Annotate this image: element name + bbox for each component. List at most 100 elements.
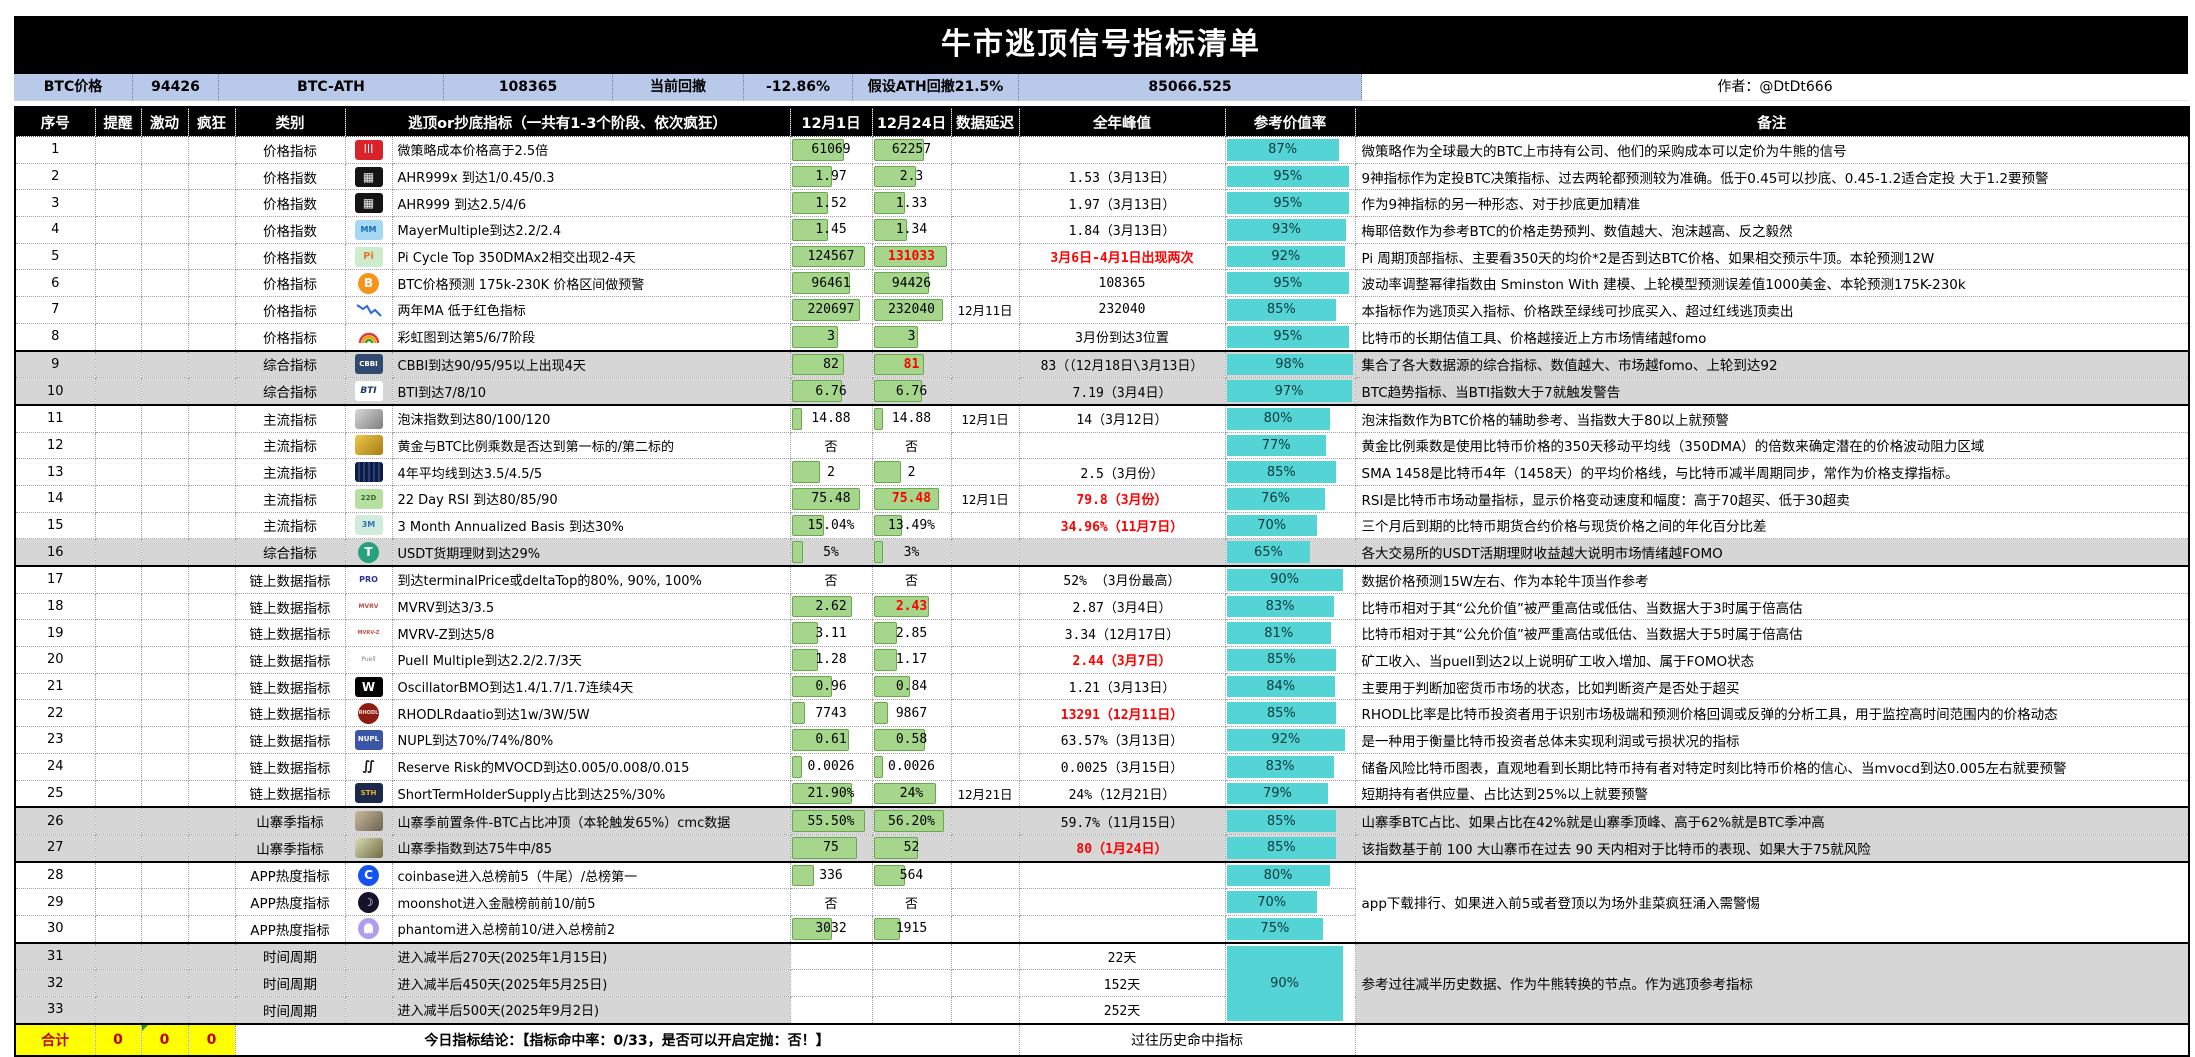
dec1-value-cell[interactable]: 21.90% <box>789 779 873 808</box>
row-number-cell[interactable]: 26 <box>14 806 96 835</box>
reference-rate-cell[interactable]: 85% <box>1224 646 1356 674</box>
dec24-value-cell[interactable]: 94426 <box>871 269 952 298</box>
dec1-value-cell[interactable]: 2.62 <box>789 592 873 621</box>
excited-cell[interactable] <box>140 672 189 701</box>
row-number-cell[interactable]: 13 <box>14 458 96 486</box>
excited-cell[interactable] <box>140 726 189 754</box>
excited-cell[interactable] <box>140 995 189 1025</box>
indicator-name-cell[interactable]: 到达terminalPrice或deltaTop的80%, 90%, 100% <box>391 564 791 594</box>
dec1-value-cell[interactable]: 3 <box>789 322 873 352</box>
year-peak-cell[interactable]: 7.19（3月4日） <box>1018 377 1226 406</box>
row-number-cell[interactable]: 8 <box>14 322 96 352</box>
remark-cell[interactable]: 储备风险比特币图表，直观地看到长期比特币持有者对特定时刻比特币价格的信心、当mv… <box>1354 752 2190 781</box>
remind-cell[interactable] <box>94 162 142 191</box>
excited-cell[interactable] <box>140 269 189 298</box>
data-delay-cell[interactable] <box>950 564 1020 594</box>
year-peak-cell[interactable]: 3月份到达3位置 <box>1018 322 1226 352</box>
crazy-cell[interactable] <box>187 189 236 218</box>
indicator-name-cell[interactable]: 进入减半后270天(2025年1月15日) <box>391 941 791 971</box>
category-cell[interactable]: 链上数据指标 <box>234 592 346 621</box>
dec24-value-cell[interactable]: 0.58 <box>871 726 952 754</box>
dec1-value-cell[interactable]: 1.52 <box>789 189 873 218</box>
year-peak-cell[interactable]: 1.97（3月13日） <box>1018 189 1226 218</box>
category-cell[interactable]: 综合指标 <box>234 538 346 567</box>
col-header-crazy[interactable]: 疯狂 <box>187 106 236 137</box>
dec24-value-cell[interactable]: 0.0026 <box>871 752 952 781</box>
crazy-cell[interactable] <box>187 216 236 244</box>
remind-cell[interactable] <box>94 296 142 324</box>
crazy-count[interactable]: 0 <box>187 1022 236 1057</box>
excited-cell[interactable] <box>140 377 189 406</box>
row-number-cell[interactable]: 14 <box>14 484 96 513</box>
indicator-icon-cell[interactable]: Pi <box>344 242 393 271</box>
year-peak-cell[interactable]: 83（（12月18日\3月13日） <box>1018 349 1226 379</box>
remark-cell[interactable]: 作为9神指标的另一种形态、对于抄底更加精准 <box>1354 189 2190 218</box>
indicator-name-cell[interactable]: coinbase进入总榜前5（牛尾）/总榜第一 <box>391 860 791 890</box>
excited-cell[interactable] <box>140 458 189 486</box>
data-delay-cell[interactable] <box>950 672 1020 701</box>
indicator-name-cell[interactable]: phantom进入总榜前10/进入总榜前2 <box>391 914 791 944</box>
dec24-value-cell[interactable]: 0.84 <box>871 672 952 701</box>
category-cell[interactable]: 链上数据指标 <box>234 672 346 701</box>
category-cell[interactable]: 主流指标 <box>234 403 346 433</box>
reference-rate-cell[interactable]: 65% <box>1224 538 1356 567</box>
category-cell[interactable]: 价格指数 <box>234 242 346 271</box>
data-delay-cell[interactable] <box>950 726 1020 754</box>
reference-rate-cell[interactable]: 79% <box>1224 779 1356 808</box>
data-delay-cell[interactable] <box>950 914 1020 944</box>
indicator-icon-cell[interactable] <box>344 296 393 324</box>
reference-rate-cell[interactable]: 95% <box>1224 322 1356 352</box>
category-cell[interactable]: 时间周期 <box>234 941 346 971</box>
reference-rate-cell[interactable]: 84% <box>1224 672 1356 701</box>
crazy-cell[interactable] <box>187 538 236 567</box>
remind-cell[interactable] <box>94 349 142 379</box>
excited-cell[interactable] <box>140 322 189 352</box>
reference-rate-cell[interactable]: 87% <box>1224 136 1356 164</box>
dec1-value-cell[interactable]: 7743 <box>789 699 873 728</box>
remind-cell[interactable] <box>94 538 142 567</box>
dec1-value-cell[interactable]: 否 <box>789 888 873 916</box>
col-header-remark[interactable]: 备注 <box>1354 106 2190 137</box>
crazy-cell[interactable] <box>187 484 236 513</box>
data-delay-cell[interactable]: 12月21日 <box>950 779 1020 808</box>
dec24-value-cell[interactable]: 1.17 <box>871 646 952 674</box>
dec24-value-cell[interactable] <box>871 969 952 997</box>
remind-cell[interactable] <box>94 592 142 621</box>
reference-rate-cell[interactable]: 80% <box>1224 860 1356 890</box>
year-peak-cell[interactable] <box>1018 888 1226 916</box>
remind-cell[interactable] <box>94 484 142 513</box>
data-delay-cell[interactable] <box>950 431 1020 460</box>
reference-rate-cell[interactable]: 76% <box>1224 484 1356 513</box>
data-delay-cell[interactable] <box>950 136 1020 164</box>
dec1-value-cell[interactable]: 15.04% <box>789 511 873 540</box>
row-number-cell[interactable]: 3 <box>14 189 96 218</box>
dec1-value-cell[interactable]: 3.11 <box>789 619 873 648</box>
daily-conclusion[interactable]: 今日指标结论：【指标命中率：0/33，是否可以开启定抛：否！】 <box>234 1022 1020 1057</box>
reference-rate-cell[interactable]: 95% <box>1224 269 1356 298</box>
remark-cell[interactable]: 9神指标作为定投BTC决策指标、过去两轮都预测较为准确。低于0.45可以抄底、0… <box>1354 162 2190 191</box>
row-number-cell[interactable]: 31 <box>14 941 96 971</box>
year-peak-cell[interactable]: 24%（12月21日） <box>1018 779 1226 808</box>
category-cell[interactable]: 价格指数 <box>234 216 346 244</box>
dec1-value-cell[interactable]: 3032 <box>789 914 873 944</box>
indicator-icon-cell[interactable] <box>344 458 393 486</box>
row-number-cell[interactable]: 17 <box>14 564 96 594</box>
dec24-value-cell[interactable]: 14.88 <box>871 403 952 433</box>
category-cell[interactable]: 主流指标 <box>234 431 346 460</box>
reference-rate-cell[interactable]: 85% <box>1224 806 1356 835</box>
remind-cell[interactable] <box>94 726 142 754</box>
excited-cell[interactable] <box>140 779 189 808</box>
remark-cell[interactable]: 微策略作为全球最大的BTC上市持有公司、他们的采购成本可以定价为牛熊的信号 <box>1354 136 2190 164</box>
dec24-value-cell[interactable]: 131033 <box>871 242 952 271</box>
data-delay-cell[interactable] <box>950 995 1020 1025</box>
reference-rate-cell[interactable]: 90% <box>1224 941 1356 1025</box>
category-cell[interactable]: APP热度指标 <box>234 860 346 890</box>
assumed-drawdown-label[interactable]: 假设ATH回撤21.5% <box>853 74 1019 101</box>
category-cell[interactable]: 链上数据指标 <box>234 779 346 808</box>
total-label[interactable]: 合计 <box>14 1022 96 1057</box>
dec24-value-cell[interactable] <box>871 995 952 1025</box>
indicator-name-cell[interactable]: RHODLRdaatio到达1w/3W/5W <box>391 699 791 728</box>
dec1-value-cell[interactable]: 0.96 <box>789 672 873 701</box>
row-number-cell[interactable]: 19 <box>14 619 96 648</box>
reference-rate-cell[interactable]: 85% <box>1224 833 1356 863</box>
